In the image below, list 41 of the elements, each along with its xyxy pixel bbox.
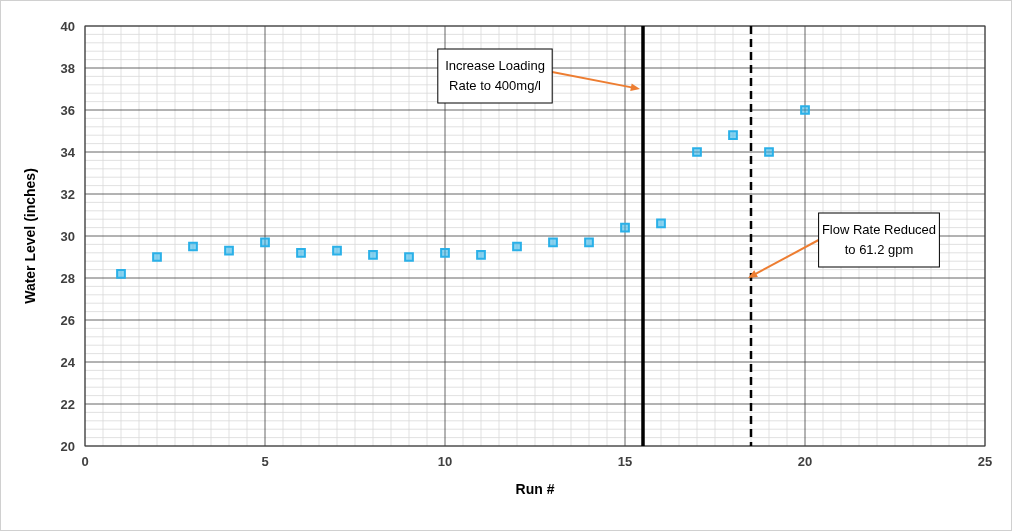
point	[368, 250, 378, 260]
point	[656, 218, 666, 229]
y-tick-label: 32	[60, 186, 75, 202]
x-tick-label: 20	[797, 454, 813, 469]
y-tick-label: 36	[60, 102, 75, 118]
annotation: Increase Loading Rate to 400mg/l	[445, 57, 545, 93]
point	[332, 245, 342, 256]
x-axis-title: Run #	[515, 481, 555, 497]
y-tick-label: 26	[60, 312, 75, 328]
y-tick-label: 24	[60, 354, 76, 370]
point	[296, 247, 306, 258]
x-tick-label: 15	[617, 454, 633, 469]
point	[188, 241, 198, 252]
point	[476, 250, 486, 260]
y-tick-label: 34	[60, 144, 76, 160]
point	[692, 147, 702, 157]
point	[620, 222, 630, 233]
point	[728, 130, 738, 141]
point	[440, 247, 450, 258]
x-tick-label: 5	[261, 454, 269, 469]
point	[152, 252, 162, 262]
point	[512, 241, 522, 252]
y-axis-title: Water Level (inches)	[22, 168, 38, 304]
y-tick-label: 40	[60, 18, 75, 34]
x-tick-label: 25	[977, 454, 993, 469]
x-tick-label: 0	[81, 454, 89, 469]
point	[548, 237, 558, 248]
y-tick-label: 30	[60, 228, 75, 244]
y-tick-label: 20	[60, 438, 75, 454]
point	[764, 147, 774, 157]
point	[224, 245, 234, 256]
point	[404, 252, 414, 262]
point	[584, 237, 594, 248]
x-tick-label: 10	[437, 454, 453, 469]
point	[800, 105, 810, 115]
y-tick-label: 28	[60, 270, 75, 286]
y-tick-label: 38	[60, 60, 75, 76]
y-tick-label: 22	[60, 396, 75, 412]
annotation: Flow Rate Reduced to 61.2 gpm	[821, 221, 937, 257]
point	[116, 268, 126, 279]
point	[260, 237, 270, 248]
